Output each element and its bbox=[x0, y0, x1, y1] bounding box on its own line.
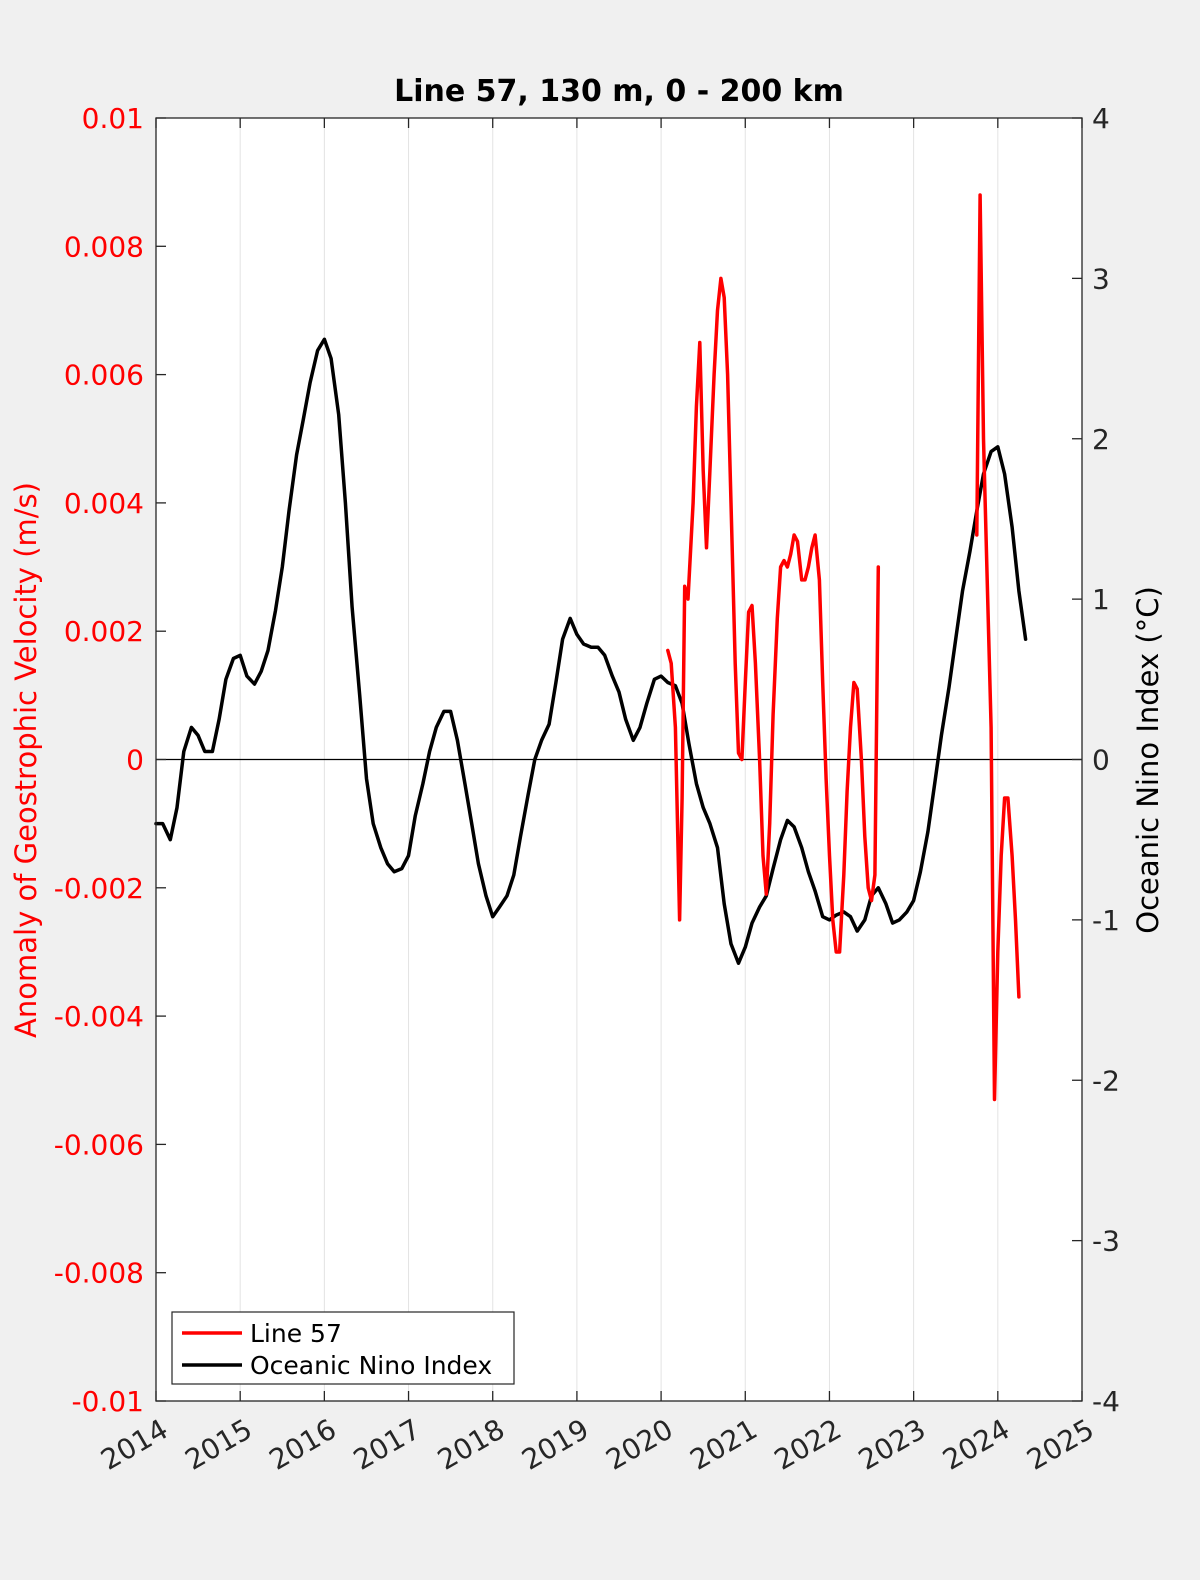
y-right-tick-label--1: -1 bbox=[1092, 904, 1120, 937]
legend-label-line-57: Line 57 bbox=[250, 1319, 342, 1348]
x-tick-label-2021: 2021 bbox=[685, 1412, 763, 1476]
chart-title: Line 57, 130 m, 0 - 200 km bbox=[394, 74, 844, 109]
legend-box bbox=[171, 1311, 515, 1385]
x-tick-label-2022: 2022 bbox=[769, 1412, 847, 1476]
y-left-tick-label-0: 0 bbox=[126, 744, 144, 777]
x-tick-label-2024: 2024 bbox=[937, 1412, 1015, 1476]
legend: Line 57 Oceanic Nino Index bbox=[171, 1311, 515, 1385]
y-left-tick-label-0.002: 0.002 bbox=[64, 615, 144, 648]
y-left-tick-label--0.002: -0.002 bbox=[54, 872, 144, 905]
series-line-line-57-segment-1 bbox=[666, 276, 881, 954]
x-tick-label-2018: 2018 bbox=[432, 1412, 510, 1476]
x-tick-label-2023: 2023 bbox=[853, 1412, 931, 1476]
y-left-tick-label-0.006: 0.006 bbox=[64, 359, 144, 392]
x-tick-label-2014: 2014 bbox=[95, 1412, 173, 1476]
x-tick-label-2025: 2025 bbox=[1021, 1412, 1099, 1476]
legend-label-oni: Oceanic Nino Index bbox=[250, 1351, 492, 1380]
y-right-tick-label-3: 3 bbox=[1092, 262, 1110, 295]
y-axis-label-right: Oceanic Nino Index (°C) bbox=[1131, 586, 1165, 934]
series-layer bbox=[154, 193, 1028, 1102]
y-left-tick-label--0.006: -0.006 bbox=[54, 1128, 144, 1161]
y-right-tick-label-4: 4 bbox=[1092, 102, 1110, 135]
y-axis-label-left: Anomaly of Geostrophic Velocity (m/s) bbox=[9, 482, 43, 1038]
y-left-tick-label-0.004: 0.004 bbox=[64, 487, 144, 520]
axis-ticks: 2014 2015 2016 2017 2018 2019 2020 2021 2022 2023… bbox=[54, 102, 1120, 1477]
y-right-tick-label--3: -3 bbox=[1092, 1225, 1120, 1258]
x-tick-label-2015: 2015 bbox=[179, 1412, 257, 1476]
y-left-tick-label-0.01: 0.01 bbox=[82, 102, 144, 135]
y-left-tick-label--0.004: -0.004 bbox=[54, 1000, 144, 1033]
series-line-line-57-segment-2 bbox=[975, 193, 1021, 1102]
y-left-tick-label--0.01: -0.01 bbox=[72, 1385, 144, 1418]
y-right-tick-label-1: 1 bbox=[1092, 583, 1110, 616]
x-tick-label-2016: 2016 bbox=[264, 1412, 342, 1476]
y-left-tick-label--0.008: -0.008 bbox=[54, 1257, 144, 1290]
y-right-tick-label--2: -2 bbox=[1092, 1064, 1120, 1097]
x-tick-label-2020: 2020 bbox=[600, 1412, 678, 1476]
y-left-tick-label-0.008: 0.008 bbox=[64, 230, 144, 263]
y-right-tick-label-2: 2 bbox=[1092, 423, 1110, 456]
y-right-tick-label-0: 0 bbox=[1092, 744, 1110, 777]
x-tick-label-2017: 2017 bbox=[348, 1412, 426, 1476]
y-right-tick-label--4: -4 bbox=[1092, 1385, 1120, 1418]
series-line-oceanic-nino-index bbox=[154, 337, 1028, 965]
x-tick-label-2019: 2019 bbox=[516, 1412, 594, 1476]
